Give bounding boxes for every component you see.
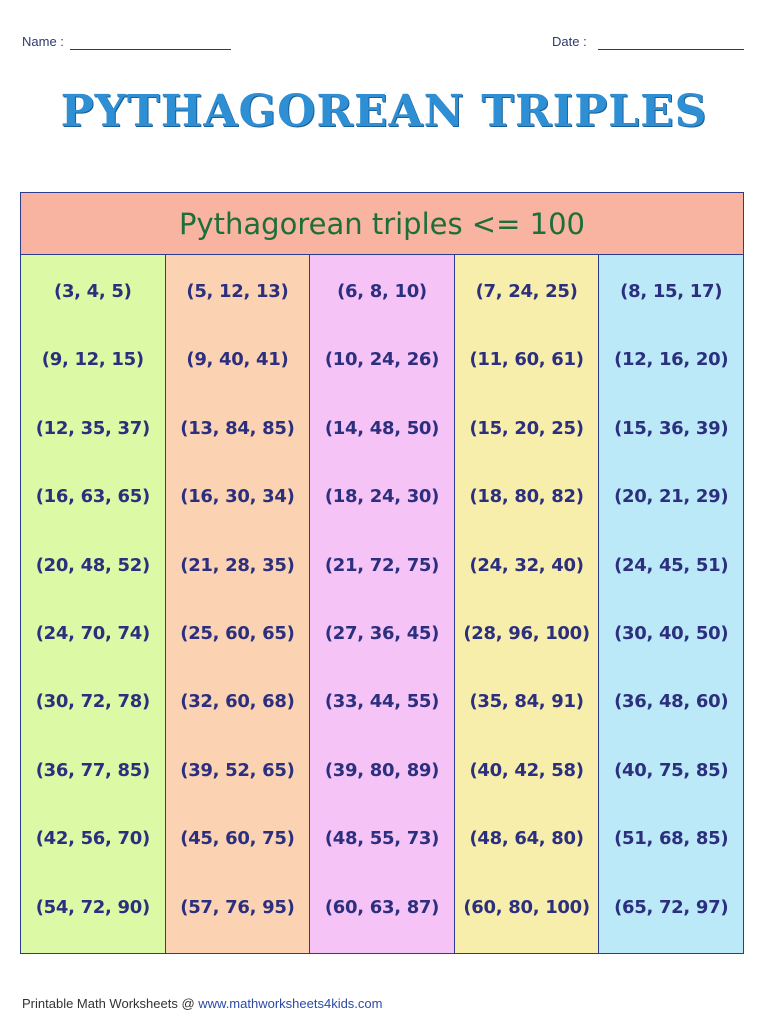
date-line <box>598 49 744 50</box>
triple-cell: (24, 32, 40) <box>469 554 584 576</box>
triple-cell: (11, 60, 61) <box>469 349 584 371</box>
triple-cell: (18, 24, 30) <box>324 486 440 508</box>
triple-cell: (54, 72, 90) <box>35 896 151 918</box>
triple-cell: (30, 40, 50) <box>614 623 729 645</box>
triple-cell: (60, 63, 87) <box>324 896 440 918</box>
triple-cell: (7, 24, 25) <box>475 281 578 302</box>
triple-cell: (48, 64, 80) <box>469 828 584 850</box>
triple-cell: (60, 80, 100) <box>463 896 590 918</box>
date-label: Date : <box>552 34 587 49</box>
footer-url[interactable]: www.mathworksheets4kids.com <box>198 996 383 1011</box>
triple-cell: (21, 72, 75) <box>324 554 440 576</box>
triple-cell: (35, 84, 91) <box>469 691 584 713</box>
page-title: PYTHAGOREAN TRIPLES <box>60 86 708 137</box>
triple-cell: (24, 45, 51) <box>614 554 729 576</box>
table-column-5: (8, 15, 17) (12, 16, 20) (15, 36, 39) (20, … <box>599 255 743 953</box>
triple-cell: (20, 21, 29) <box>614 486 729 508</box>
table-column-2: (5, 12, 13) (9, 40, 41) (13, 84, 85) (16, 3… <box>165 255 311 953</box>
triple-cell: (40, 75, 85) <box>614 759 729 781</box>
triple-cell: (36, 48, 60) <box>614 691 729 713</box>
triple-cell: (8, 15, 17) <box>620 281 723 302</box>
triple-cell: (33, 44, 55) <box>324 691 440 713</box>
triple-cell: (27, 36, 45) <box>324 623 440 645</box>
triple-cell: (39, 80, 89) <box>324 759 440 781</box>
table-column-3: (6, 8, 10) (10, 24, 26) (14, 48, 50) (18, 2… <box>310 255 455 953</box>
triple-cell: (9, 40, 41) <box>186 349 289 371</box>
table-columns: (3, 4, 5) (9, 12, 15) (12, 35, 37) (16, 63,… <box>21 255 743 953</box>
name-line <box>70 49 231 50</box>
triple-cell: (42, 56, 70) <box>35 828 151 850</box>
triple-cell: (28, 96, 100) <box>463 623 590 645</box>
triple-cell: (13, 84, 85) <box>180 417 295 439</box>
triple-cell: (21, 28, 35) <box>180 554 295 576</box>
triple-cell: (18, 80, 82) <box>469 486 584 508</box>
triple-cell: (36, 77, 85) <box>35 759 151 781</box>
triple-cell: (20, 48, 52) <box>35 554 151 576</box>
triple-cell: (16, 30, 34) <box>180 486 295 508</box>
triple-cell: (3, 4, 5) <box>54 281 132 302</box>
triple-cell: (30, 72, 78) <box>35 691 151 713</box>
triple-cell: (45, 60, 75) <box>180 828 295 850</box>
name-label: Name : <box>22 34 64 49</box>
triples-table: Pythagorean triples <= 100 (3, 4, 5) (9, … <box>20 192 744 954</box>
triple-cell: (15, 36, 39) <box>614 417 729 439</box>
triple-cell: (6, 8, 10) <box>337 281 427 302</box>
triple-cell: (40, 42, 58) <box>469 759 584 781</box>
footer: Printable Math Worksheets @ www.mathwork… <box>22 996 382 1011</box>
triple-cell: (51, 68, 85) <box>614 828 729 850</box>
triple-cell: (14, 48, 50) <box>324 417 440 439</box>
table-column-4: (7, 24, 25) (11, 60, 61) (15, 20, 25) (18, … <box>454 255 600 953</box>
triple-cell: (16, 63, 65) <box>35 486 151 508</box>
triple-cell: (12, 16, 20) <box>614 349 729 371</box>
triple-cell: (10, 24, 26) <box>324 349 440 371</box>
triple-cell: (5, 12, 13) <box>186 281 289 302</box>
triple-cell: (9, 12, 15) <box>41 349 144 371</box>
triple-cell: (39, 52, 65) <box>180 759 295 781</box>
triple-cell: (65, 72, 97) <box>614 896 729 918</box>
triple-cell: (25, 60, 65) <box>180 623 295 645</box>
triple-cell: (12, 35, 37) <box>35 417 151 439</box>
triple-cell: (24, 70, 74) <box>35 623 151 645</box>
triple-cell: (32, 60, 68) <box>180 691 295 713</box>
footer-text: Printable Math Worksheets @ <box>22 996 199 1011</box>
triple-cell: (15, 20, 25) <box>469 417 584 439</box>
triple-cell: (48, 55, 73) <box>324 828 440 850</box>
table-heading: Pythagorean triples <= 100 <box>21 193 743 255</box>
triple-cell: (57, 76, 95) <box>180 896 295 918</box>
table-column-1: (3, 4, 5) (9, 12, 15) (12, 35, 37) (16, 63,… <box>21 255 166 953</box>
